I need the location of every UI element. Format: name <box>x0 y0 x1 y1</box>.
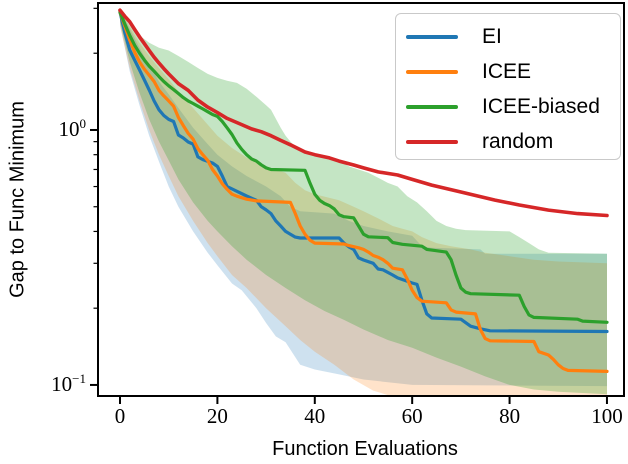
x-tick-label: 60 <box>401 404 423 428</box>
legend-line-sample <box>406 139 458 144</box>
y-axis-label: Gap to Func Minimum <box>6 101 29 298</box>
x-axis-label: Function Evaluations <box>272 438 458 460</box>
legend-item-ICEE: ICEE <box>406 54 620 89</box>
legend-label: ICEE <box>482 60 532 83</box>
x-tick-label: 40 <box>304 404 326 428</box>
series-line-ICEE-biased <box>118 10 609 324</box>
axis-ticks <box>90 7 608 404</box>
series-line-random <box>118 8 609 218</box>
legend-line-sample <box>406 34 458 39</box>
legend: EI ICEE ICEE-biased random <box>395 13 621 160</box>
legend-line-sample <box>406 104 458 109</box>
x-tick-label: 80 <box>499 404 521 428</box>
series-line-ICEE <box>118 10 609 373</box>
legend-label: ICEE-biased <box>482 95 600 118</box>
x-tick-label: 0 <box>114 404 126 428</box>
y-tick-label: 10−1 <box>51 370 86 396</box>
legend-label: random <box>482 130 554 153</box>
legend-item-ICEE-biased: ICEE-biased <box>406 89 620 124</box>
series-line-EI <box>118 10 609 334</box>
y-tick-label: 100 <box>58 115 87 141</box>
x-tick-label: 20 <box>206 404 228 428</box>
legend-label: EI <box>482 25 502 48</box>
legend-line-sample <box>406 69 458 74</box>
band-EI <box>120 10 607 387</box>
legend-item-random: random <box>406 124 620 159</box>
band-ICEE-biased <box>120 10 607 395</box>
x-tick-label: 100 <box>591 404 623 428</box>
plot-border <box>97 2 625 397</box>
legend-item-EI: EI <box>406 19 620 54</box>
confidence-bands <box>120 10 607 396</box>
band-ICEE <box>120 10 607 396</box>
series-lines <box>118 8 609 373</box>
